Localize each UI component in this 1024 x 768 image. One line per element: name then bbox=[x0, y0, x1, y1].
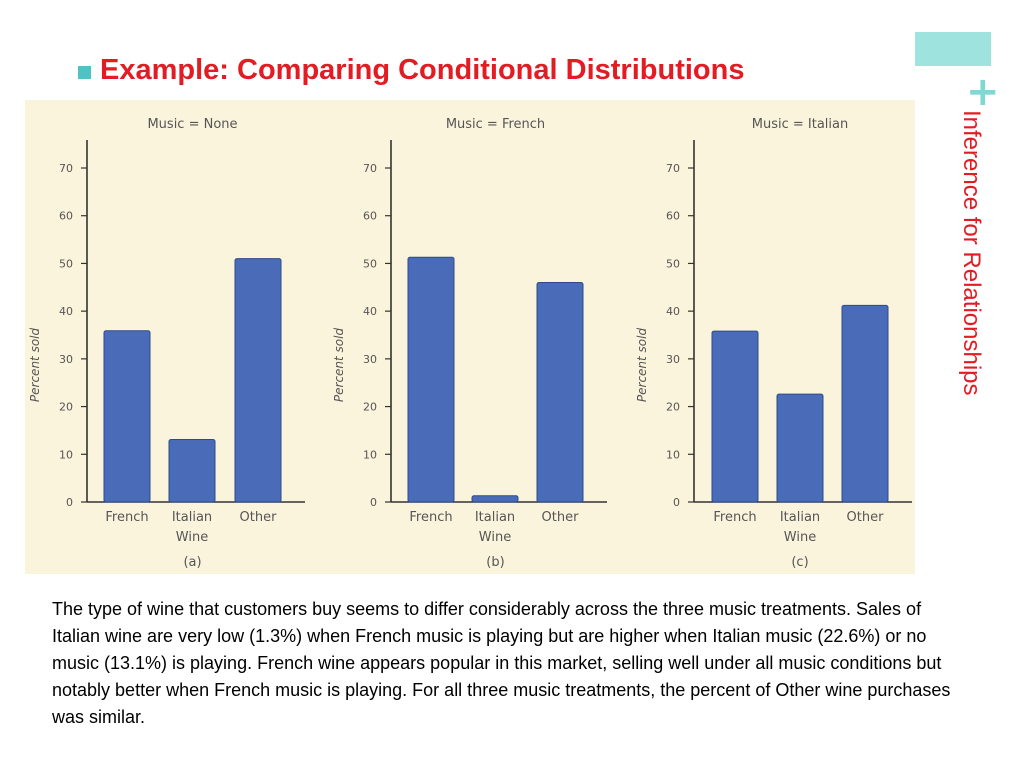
x-tick-label: Other bbox=[847, 510, 885, 525]
x-tick-label: Italian bbox=[172, 510, 212, 525]
y-tick-label: 0 bbox=[66, 496, 73, 509]
y-tick-label: 40 bbox=[666, 305, 680, 318]
y-tick-label: 40 bbox=[363, 305, 377, 318]
y-axis-label: Percent sold bbox=[332, 328, 346, 403]
y-tick-label: 20 bbox=[666, 401, 680, 414]
bar-charts: Music = None 0 10 20 30 40 50 60 70 Percent sold F… bbox=[28, 117, 912, 570]
bar bbox=[841, 304, 889, 503]
panel-label: (a) bbox=[183, 555, 201, 570]
y-tick-label: 10 bbox=[363, 448, 377, 461]
y-tick-label: 30 bbox=[59, 353, 73, 366]
x-tick-label: Italian bbox=[780, 510, 820, 525]
bar bbox=[407, 256, 455, 503]
plus-icon: + bbox=[966, 69, 1000, 115]
panel-label: (b) bbox=[486, 555, 504, 570]
bar bbox=[168, 438, 216, 503]
x-tick-label: Wine bbox=[176, 530, 208, 545]
bar bbox=[103, 330, 151, 503]
y-tick-label: 0 bbox=[673, 496, 680, 509]
y-tick-label: 40 bbox=[59, 305, 73, 318]
y-tick-label: 60 bbox=[59, 210, 73, 223]
section-side-title: Inference for Relationships bbox=[958, 110, 985, 396]
chart-title: Music = None bbox=[147, 117, 237, 132]
y-tick-label: 0 bbox=[370, 496, 377, 509]
bar bbox=[776, 393, 824, 503]
accent-block bbox=[915, 32, 991, 66]
square-bullet-icon bbox=[78, 66, 91, 79]
y-tick-label: 70 bbox=[666, 162, 680, 175]
chart-panel: Music = None 0 10 20 30 40 50 60 70 Percent sold F… bbox=[25, 100, 915, 574]
x-tick-label: Wine bbox=[784, 530, 816, 545]
slide-title: Example: Comparing Conditional Distribut… bbox=[100, 54, 745, 86]
panel-label: (c) bbox=[791, 555, 808, 570]
y-tick-label: 30 bbox=[666, 353, 680, 366]
y-tick-label: 50 bbox=[363, 257, 377, 270]
y-tick-label: 70 bbox=[363, 162, 377, 175]
y-tick-label: 10 bbox=[666, 448, 680, 461]
y-axis-label: Percent sold bbox=[635, 328, 649, 403]
y-tick-label: 20 bbox=[363, 401, 377, 414]
bar bbox=[711, 330, 759, 503]
y-tick-label: 20 bbox=[59, 401, 73, 414]
y-tick-label: 50 bbox=[59, 257, 73, 270]
x-tick-label: Italian bbox=[475, 510, 515, 525]
title-row: Example: Comparing Conditional Distribut… bbox=[78, 54, 744, 87]
x-tick-label: French bbox=[105, 510, 148, 525]
y-tick-label: 60 bbox=[666, 210, 680, 223]
y-tick-label: 30 bbox=[363, 353, 377, 366]
x-tick-label: French bbox=[409, 510, 452, 525]
bar bbox=[234, 258, 282, 503]
y-tick-label: 70 bbox=[59, 162, 73, 175]
y-tick-label: 50 bbox=[666, 257, 680, 270]
x-tick-label: Other bbox=[240, 510, 278, 525]
x-tick-label: Other bbox=[542, 510, 580, 525]
chart-title: Music = Italian bbox=[752, 117, 848, 132]
y-axis-label: Percent sold bbox=[28, 328, 42, 403]
chart-title: Music = French bbox=[446, 117, 545, 132]
x-tick-label: French bbox=[713, 510, 756, 525]
y-tick-label: 10 bbox=[59, 448, 73, 461]
bar bbox=[536, 282, 584, 503]
caption-text: The type of wine that customers buy seem… bbox=[52, 599, 951, 727]
y-tick-label: 60 bbox=[363, 210, 377, 223]
bar bbox=[471, 495, 519, 503]
x-tick-label: Wine bbox=[479, 530, 511, 545]
